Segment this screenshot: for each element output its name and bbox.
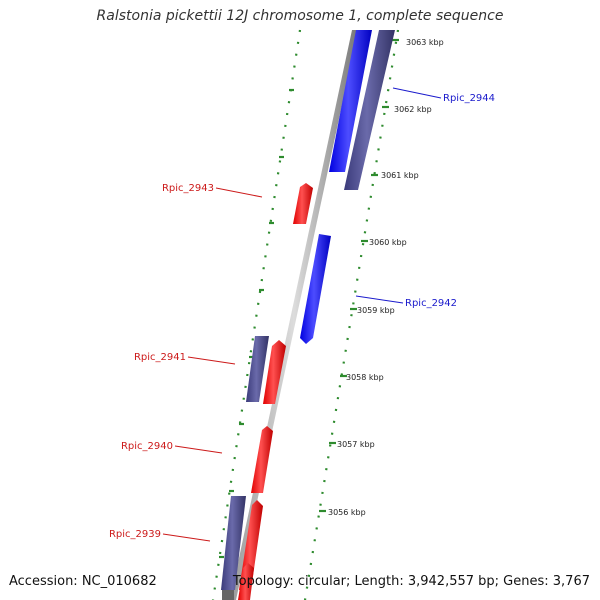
scale-label-3062: 3062 kbp	[394, 105, 432, 114]
scale-ticks	[319, 38, 399, 513]
gene-label-rpic-2943[interactable]: Rpic_2943	[162, 183, 214, 194]
gene-rpic-2944-a[interactable]	[329, 30, 372, 172]
gene-label-rpic-2940[interactable]: Rpic_2940	[121, 441, 173, 452]
gene-rpic-2941-a[interactable]	[246, 336, 269, 402]
gene-partial-bottom[interactable]	[238, 563, 254, 600]
scale-label-3056: 3056 kbp	[328, 508, 366, 517]
map-title: Ralstonia pickettii 12J chromosome 1, co…	[96, 8, 504, 24]
scale-label-3059: 3059 kbp	[357, 306, 395, 315]
gene-rpic-2940[interactable]	[251, 426, 273, 493]
gene-label-rpic-2939[interactable]: Rpic_2939	[109, 529, 161, 540]
gene-partial-gray	[222, 590, 234, 600]
topology-label: Topology: circular; Length: 3,942,557 bp…	[232, 574, 590, 589]
scale-label-3060: 3060 kbp	[369, 238, 407, 247]
scale-label-3057: 3057 kbp	[337, 440, 375, 449]
scale-label-3063: 3063 kbp	[406, 38, 444, 47]
gene-rpic-2943[interactable]	[293, 183, 313, 224]
gene-label-rpic-2941[interactable]: Rpic_2941	[134, 352, 186, 363]
scale-label-3058: 3058 kbp	[346, 373, 384, 382]
inner-dotted-ring	[303, 29, 400, 600]
gene-label-rpic-2942[interactable]: Rpic_2942	[405, 298, 457, 309]
gene-rpic-2941-b[interactable]	[263, 340, 286, 404]
scale-label-3061: 3061 kbp	[381, 171, 419, 180]
outer-dotted-ring	[211, 29, 302, 600]
label-leaders	[162, 87, 442, 542]
gene-rpic-2939-a[interactable]	[221, 496, 246, 590]
gene-label-rpic-2944[interactable]: Rpic_2944	[443, 93, 495, 104]
accession-label: Accession: NC_010682	[9, 574, 157, 589]
outer-ticks	[219, 88, 294, 559]
gene-rpic-2944-b[interactable]	[344, 30, 395, 190]
gene-rpic-2942[interactable]	[300, 234, 331, 344]
